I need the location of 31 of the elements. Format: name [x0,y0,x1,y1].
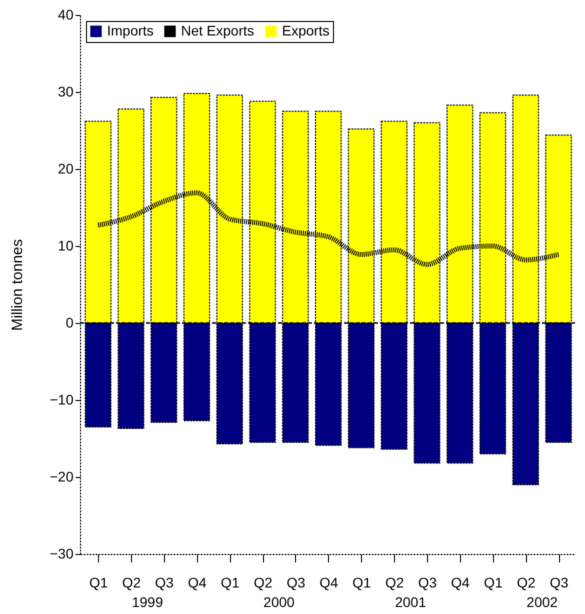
x-tick-label: Q1 [352,574,372,590]
legend-label: Exports [282,22,330,38]
text: 2001 [394,594,426,610]
y-tick-label: 20 [58,160,74,176]
y-tick-label: −30 [50,546,74,562]
x-tick-label: Q2 [122,574,142,590]
text: 1999 [132,594,164,610]
text: 2002 [526,594,558,610]
x-tick-label: Q3 [286,574,306,590]
x-tick-label: Q4 [319,574,338,590]
legend-label: Net Exports [181,22,254,38]
y-tick-label: 0 [66,314,74,330]
y-tick-label: 30 [58,84,74,100]
y-tick-label: 10 [58,238,74,254]
x-tick-label: Q1 [220,574,240,590]
x-tick-label: Q2 [516,574,536,590]
legend-label: Imports [107,22,154,38]
x-tick-label: Q1 [484,574,503,590]
y-tick-label: −10 [50,392,74,408]
x-tick-label: Q3 [550,574,569,590]
x-tick-label: Q3 [155,574,174,590]
x-tick-label: Q3 [418,574,438,590]
x-tick-label: Q1 [89,574,108,590]
y-axis-title: Million tonnes [8,239,26,331]
x-tick-label: Q4 [188,574,207,590]
y-tick-label: −20 [50,468,74,484]
x-tick-label: Q2 [385,574,404,590]
y-tick-label: 40 [58,6,74,22]
x-tick-label: Q2 [254,574,273,590]
text: 2000 [263,594,295,610]
x-tick-label: Q4 [451,574,470,590]
